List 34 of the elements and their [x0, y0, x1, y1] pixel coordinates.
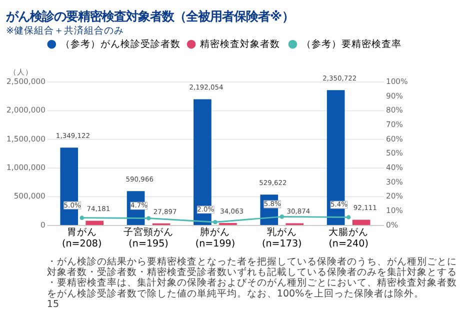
y-tick-label: 500,000 — [14, 192, 46, 201]
x-tick-label: 子宮頸がん (n=195) — [124, 226, 174, 250]
text: 15 — [46, 298, 60, 310]
y-tick-label: 2,000,000 — [6, 106, 46, 115]
y-tick-label: 1,000,000 — [6, 163, 46, 172]
legend-label: （参考）要精密検査率 — [301, 38, 402, 50]
y2-tick-label: 90% — [386, 91, 403, 100]
bar — [352, 220, 370, 225]
y-axis-title: （人） — [9, 67, 34, 76]
y2-tick-label: 60% — [386, 134, 403, 144]
bar — [86, 220, 104, 225]
legend-label: （参考）がん検診受診者数 — [60, 38, 180, 50]
y2-tick-label: 100% — [386, 76, 408, 86]
y-tick-label: 0 — [40, 220, 46, 230]
x-tick-label: 胃がん (n=208) — [62, 227, 102, 250]
x-tick-label: 大腸がん (n=240) — [328, 226, 369, 250]
bar — [60, 148, 78, 225]
y-tick-label: 2,500,000 — [6, 76, 46, 86]
legend-label: 精密検査対象者数 — [200, 38, 280, 50]
text: ・がん検診の結果から要精密検査となった者を把握している保険者のうち、がん種別ごとに対象者数・受診者数・精密検査受診者数いずれも記載している保険者のみを集計対象とする — [46, 256, 457, 278]
chart-title: がん検診の要精密検査対象者数（全被用者保険者※） — [5, 8, 294, 24]
y2-tick-label: 50% — [386, 148, 403, 158]
y2-tick-label: 40% — [386, 163, 403, 172]
text: ・要精密検査率は、集計対象の保険者およびそのがん種別ごとにおいて、精密検査対象者数をがん検診受診者数で除した値の単純平均。なお、100%を上回った保険者は除外。 — [46, 276, 457, 300]
y2-tick-label: 20% — [386, 192, 403, 201]
x-tick-label: 乳がん (n=173) — [262, 226, 302, 250]
chart-subtitle: ※健保組合＋共済組合のみ — [6, 24, 124, 37]
y2-tick-label: 30% — [386, 177, 403, 186]
y-tick-label: 1,500,000 — [6, 134, 46, 144]
y2-tick-label: 0% — [386, 220, 398, 230]
x-tick-label: 肺がん (n=199) — [195, 226, 236, 250]
y2-tick-label: 10% — [386, 206, 403, 216]
y2-tick-label: 70% — [386, 120, 403, 129]
y2-tick-label: 80% — [386, 106, 403, 115]
